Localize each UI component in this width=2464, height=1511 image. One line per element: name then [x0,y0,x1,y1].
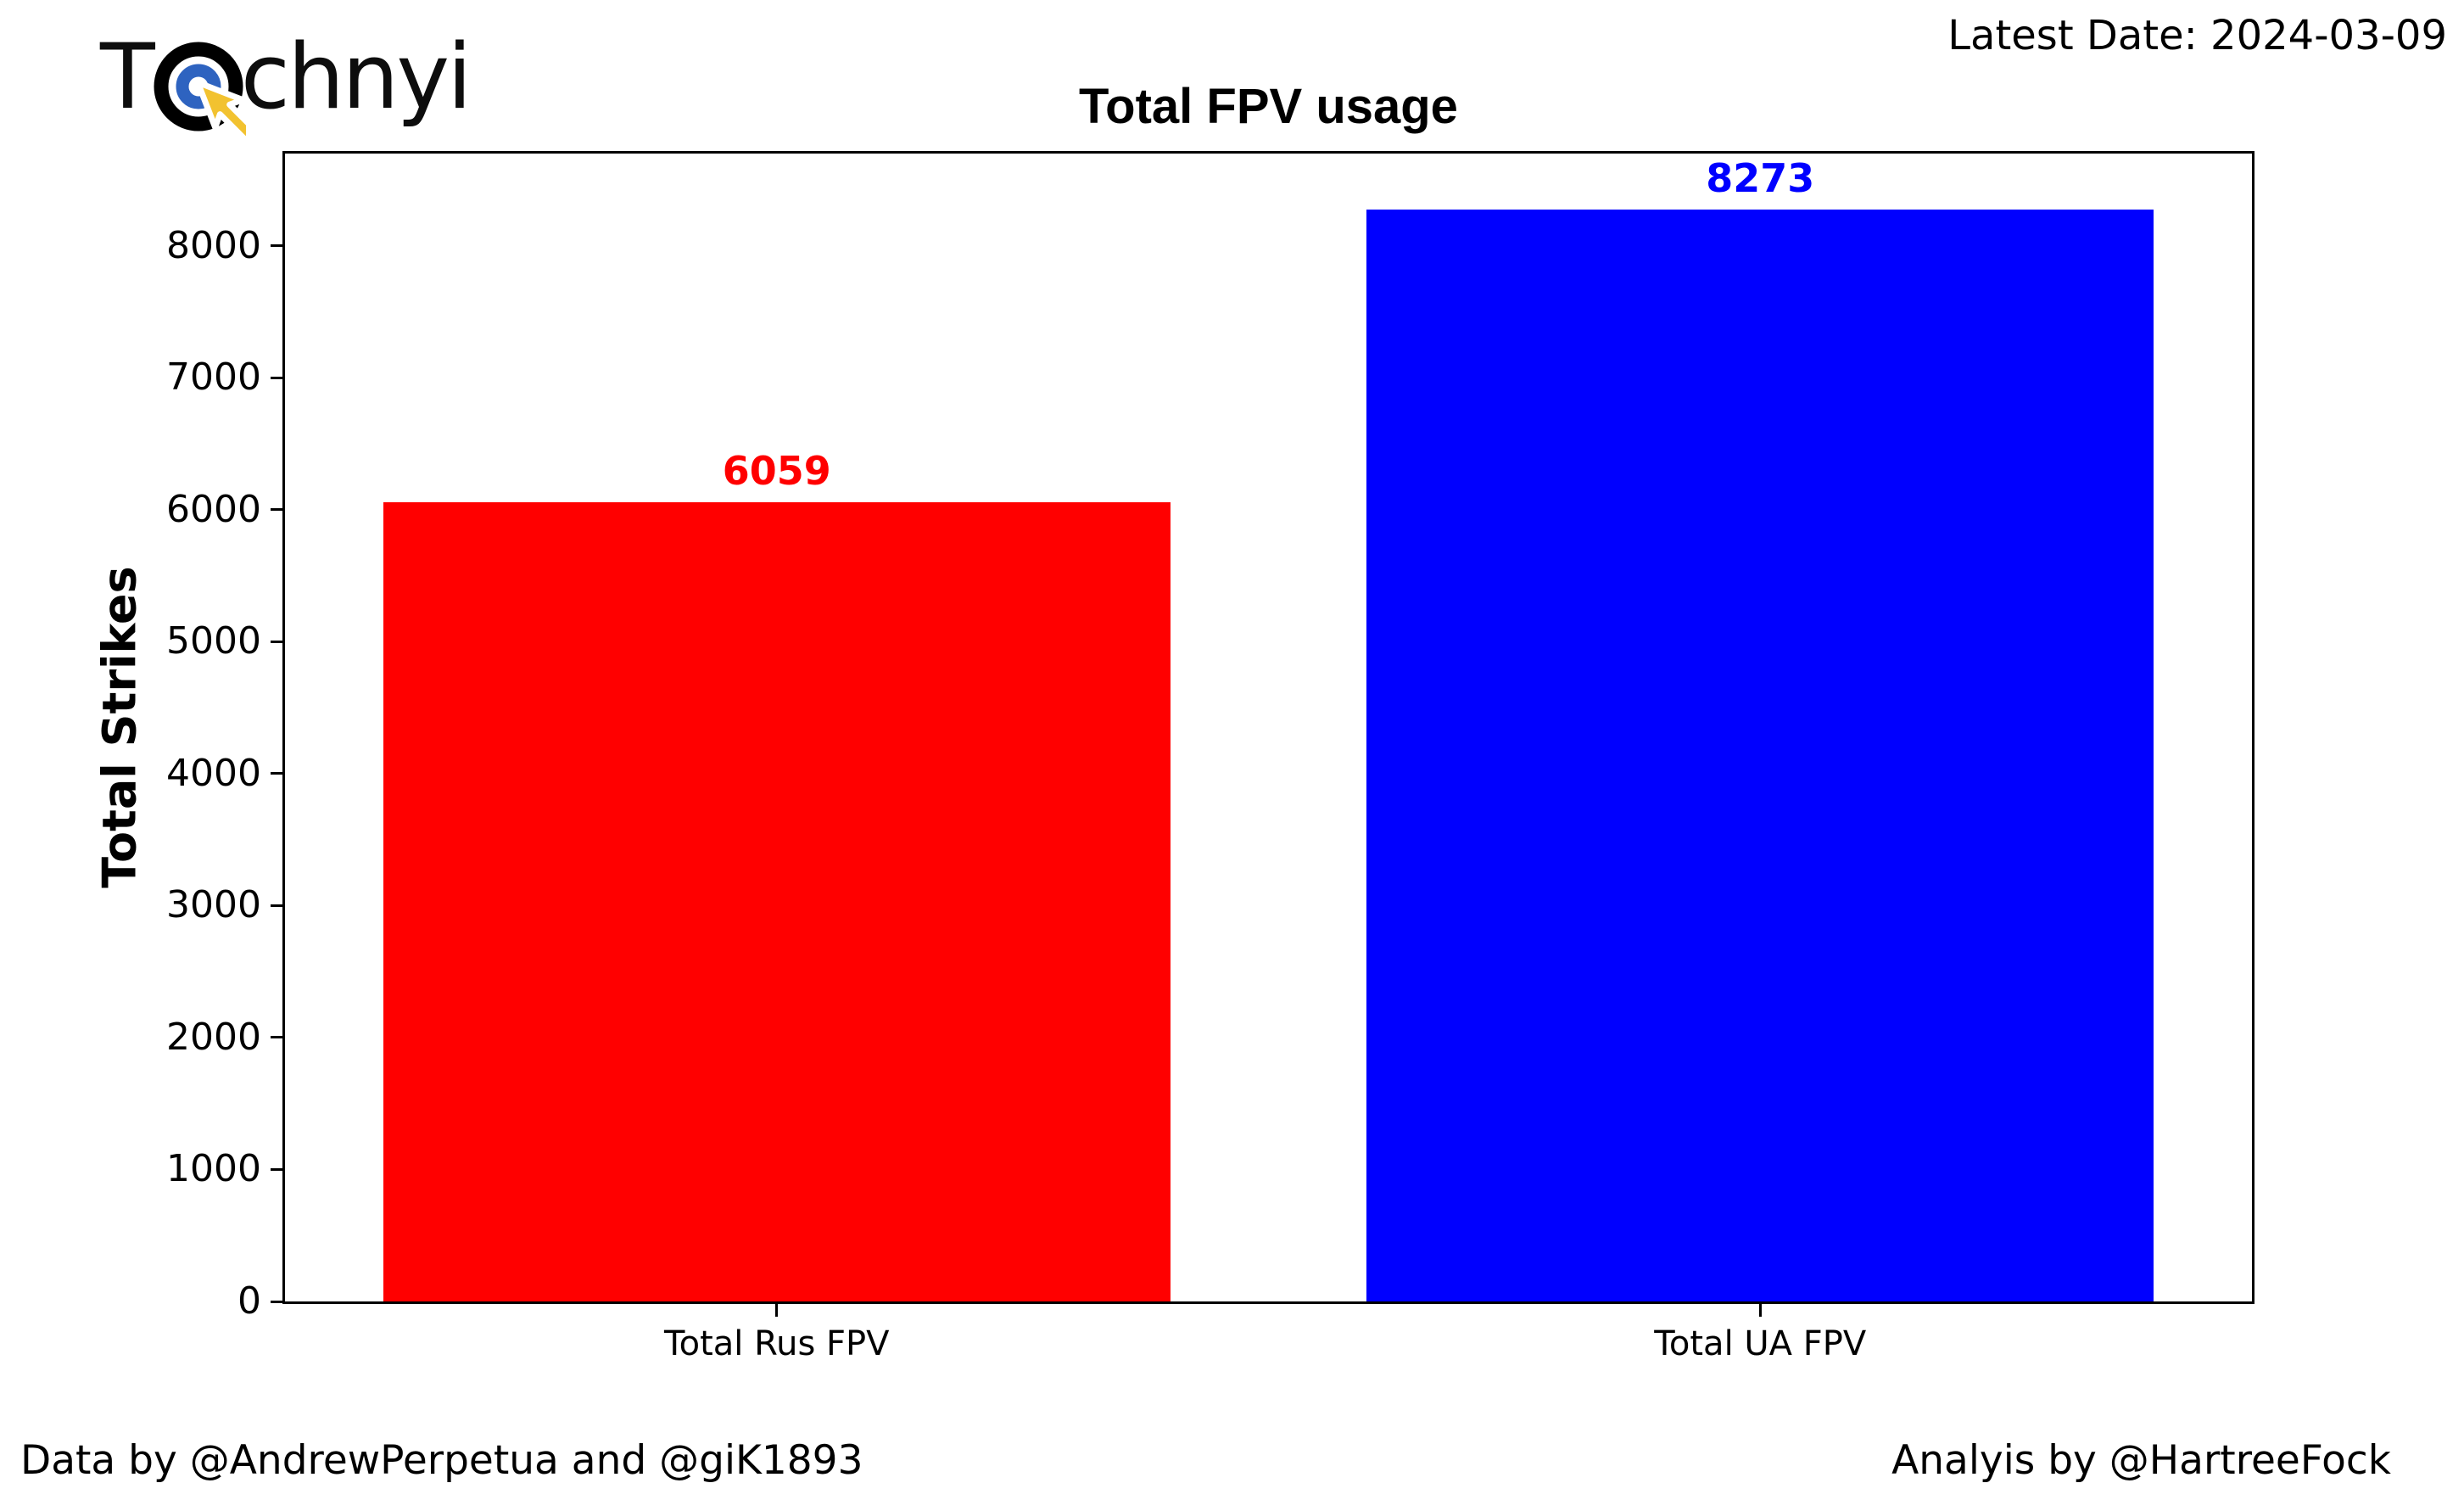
logo: T chnyi [100,19,472,166]
bar-value-label: 6059 [722,447,831,494]
credit-analysis: Analyis by @HartreeFock [1891,1437,2391,1484]
x-axis-tick-label: Total UA FPV [1654,1324,1867,1363]
logo-text-suffix: chnyi [240,25,472,129]
chart-title: Total FPV usage [1079,79,1458,134]
y-axis-tick [271,1036,282,1039]
y-axis-tick-label: 7000 [166,355,261,400]
y-axis-tick [271,772,282,775]
y-axis-tick [271,640,282,643]
y-axis-tick-label: 2000 [166,1015,261,1059]
bar-total-rus-fpv [383,501,1171,1301]
y-axis-tick [271,244,282,248]
y-axis-tick [271,376,282,379]
plot-area: 0 1000 2000 3000 4000 5000 6000 7000 8000 6059 Tot… [166,151,2254,1361]
y-axis-tick-label: 3000 [166,883,261,927]
y-axis-tick [271,508,282,512]
y-axis-tick-label: 4000 [166,751,261,795]
y-axis-tick-label: 8000 [166,223,261,267]
y-axis-label: Total Strikes [92,566,147,888]
latest-date-label: Latest Date: 2024-03-09 [1947,12,2447,59]
x-axis-tick [775,1304,779,1317]
y-axis-tick-label: 6000 [166,487,261,531]
y-axis-tick [271,1300,282,1303]
x-axis-tick-label: Total Rus FPV [663,1324,890,1363]
y-axis-tick [271,904,282,907]
y-axis-tick [271,1167,282,1171]
bar-value-label: 8273 [1706,155,1815,202]
y-axis-tick-label: 0 [237,1279,261,1323]
y-axis-tick-label: 5000 [166,619,261,663]
logo-text-prefix: T [100,25,155,129]
y-axis-tick-label: 1000 [166,1147,261,1191]
credit-data-source: Data by @AndrewPerpetua and @giK1893 [20,1437,863,1484]
x-axis-tick [1758,1304,1762,1317]
cursor-target-icon [154,42,246,143]
bar-total-ua-fpv [1366,210,2154,1301]
